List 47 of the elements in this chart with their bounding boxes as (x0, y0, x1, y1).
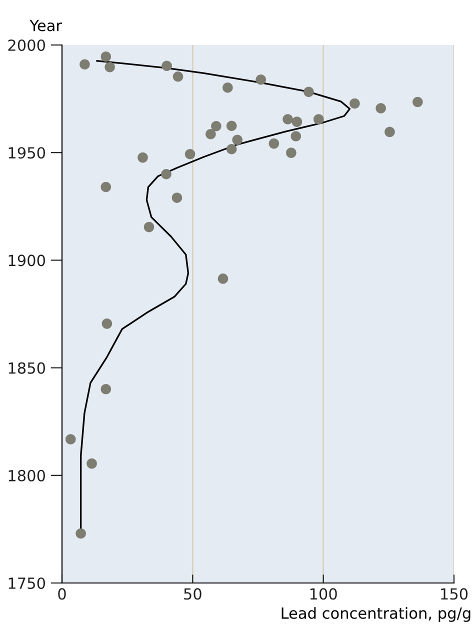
point (226, 144, 237, 154)
y-tick-label: 1950 (8, 147, 46, 159)
point (100, 384, 112, 394)
y-axis-title: Year (30, 20, 62, 32)
point (304, 86, 314, 98)
point (172, 71, 184, 82)
point (172, 192, 182, 203)
x-tick-label: 150 (441, 588, 468, 600)
point (412, 96, 423, 108)
point (206, 128, 216, 140)
x-tick-label: 0 (58, 588, 66, 600)
point (376, 103, 386, 114)
point (218, 274, 228, 284)
point (100, 51, 112, 62)
point (184, 148, 196, 160)
point (268, 138, 280, 149)
x-tick-label: 50 (184, 588, 202, 600)
point (290, 131, 302, 142)
point (102, 318, 112, 329)
point (313, 114, 324, 124)
point (226, 120, 237, 132)
point (161, 168, 172, 180)
point (384, 126, 395, 138)
y-tick-label: 1750 (8, 577, 46, 590)
x-tick-label: 100 (310, 588, 337, 600)
point (100, 182, 112, 192)
point (222, 82, 233, 93)
point (86, 458, 97, 469)
point (282, 114, 293, 124)
point (80, 59, 90, 70)
y-tick-label: 1850 (8, 362, 46, 374)
point (292, 116, 302, 127)
point (256, 74, 266, 85)
point (138, 152, 148, 163)
point (286, 148, 296, 158)
point (232, 134, 243, 146)
y-tick-label: 2000 (8, 39, 46, 52)
point (65, 434, 76, 444)
point (211, 120, 222, 132)
y-tick-label: 1900 (8, 254, 46, 266)
x-axis-title: Lead concentration, pg/g (282, 607, 470, 622)
point (104, 62, 115, 72)
point (350, 98, 360, 109)
y-tick-label: 1800 (8, 470, 46, 482)
point (144, 222, 154, 232)
point (162, 60, 172, 72)
point (76, 528, 86, 539)
